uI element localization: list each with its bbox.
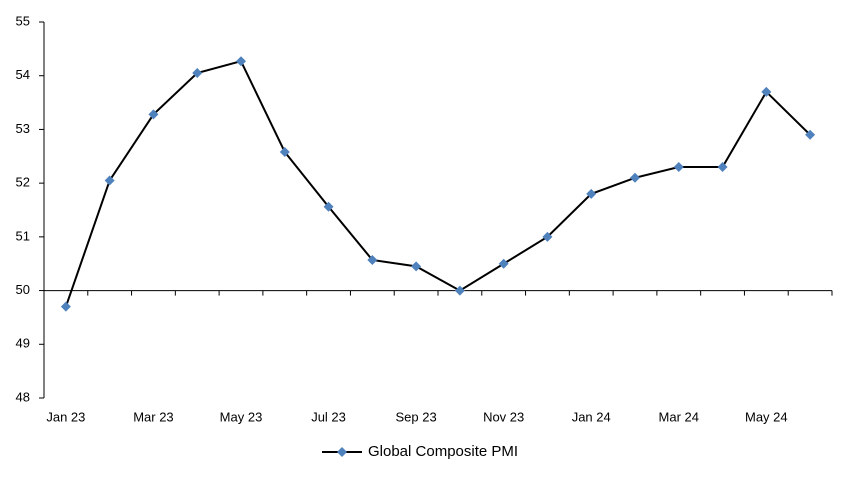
point bbox=[630, 172, 640, 183]
x-tick-label: Mar 24 bbox=[659, 409, 699, 424]
point bbox=[279, 146, 290, 157]
point bbox=[104, 175, 115, 186]
x-tick-label: May 24 bbox=[745, 409, 788, 424]
point bbox=[498, 258, 509, 269]
point bbox=[717, 162, 728, 173]
x-tick-label: Jan 23 bbox=[46, 409, 85, 424]
point bbox=[761, 86, 772, 97]
x-tick-label: Jul 23 bbox=[311, 409, 346, 424]
point bbox=[673, 162, 684, 173]
point bbox=[148, 109, 159, 120]
y-tick-label: 51 bbox=[16, 228, 30, 243]
point bbox=[236, 56, 246, 67]
y-tick-label: 54 bbox=[16, 67, 30, 82]
y-tick-label: 55 bbox=[16, 13, 30, 28]
y-tick-label: 48 bbox=[16, 389, 30, 404]
point bbox=[805, 129, 816, 140]
legend-label: Global Composite PMI bbox=[368, 443, 518, 460]
point bbox=[192, 68, 203, 79]
x-tick-label: Sep 23 bbox=[396, 409, 437, 424]
y-tick-label: 49 bbox=[16, 336, 30, 351]
legend-marker bbox=[337, 447, 347, 457]
x-tick-label: Nov 23 bbox=[483, 409, 524, 424]
x-tick-label: May 23 bbox=[220, 409, 263, 424]
x-tick-label: Mar 23 bbox=[133, 409, 173, 424]
point bbox=[411, 261, 422, 272]
x-tick-label: Jan 24 bbox=[572, 409, 611, 424]
point bbox=[367, 254, 378, 265]
point bbox=[586, 188, 597, 199]
point bbox=[454, 285, 465, 296]
point bbox=[323, 201, 334, 212]
data-line bbox=[64, 60, 811, 308]
y-tick-label: 52 bbox=[16, 175, 30, 190]
point bbox=[60, 301, 71, 312]
y-tick-label: 53 bbox=[16, 121, 30, 136]
y-tick-label: 50 bbox=[16, 282, 30, 297]
point bbox=[542, 231, 553, 242]
